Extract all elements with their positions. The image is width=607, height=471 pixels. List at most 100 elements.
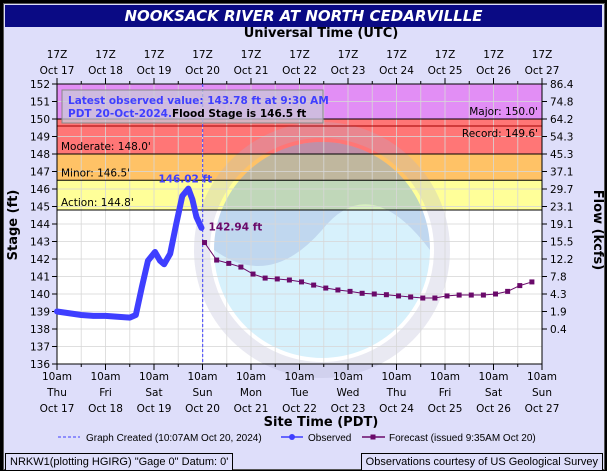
forecast-point <box>505 288 511 294</box>
forecast-point <box>238 264 244 270</box>
y-tick-label: 140 <box>30 289 50 301</box>
x-top-tick-label: Oct 19 <box>137 65 172 77</box>
y-tick-label: 137 <box>30 342 50 354</box>
x-top-tick-label: Oct 25 <box>428 65 463 77</box>
y2-tick-label: 0.4 <box>550 324 567 336</box>
threshold-label-action: Action: 144.8' <box>61 197 134 209</box>
x-tick-label: Oct 17 <box>40 403 75 415</box>
y-tick-label: 139 <box>30 307 50 319</box>
y-axis-title: Stage (ft) <box>6 190 21 261</box>
legend-forecast: Forecast (issued 9:35AM Oct 20) <box>389 433 536 444</box>
forecast-point <box>323 285 329 291</box>
observed-point <box>54 309 60 314</box>
observed-point <box>127 315 133 321</box>
x-top-tick-label: 17Z <box>241 49 262 61</box>
x-tick-label: 10am <box>478 371 508 383</box>
observed-point <box>179 193 185 199</box>
forecast-point <box>396 293 402 299</box>
x-top-tick-label: Oct 18 <box>88 65 123 77</box>
x-tick-label: Sun <box>532 387 552 399</box>
noaa-logo-watermark <box>194 122 450 378</box>
y-tick-label: 142 <box>30 254 50 266</box>
y2-tick-label: 12.2 <box>550 254 573 266</box>
threshold-label-record: Record: 149.6' <box>462 128 538 140</box>
threshold-label-minor: Minor: 146.5' <box>61 167 130 179</box>
y2-tick-label: 29.7 <box>550 184 573 196</box>
chart-title: NOOKSACK RIVER AT NORTH CEDARVILLLE <box>5 5 602 27</box>
forecast-point <box>359 290 365 296</box>
legend-graph-created: Graph Created (10:07AM Oct 20, 2024) <box>86 433 262 444</box>
x-tick-label: Oct 21 <box>234 403 269 415</box>
x-top-tick-label: 17Z <box>95 49 116 61</box>
x-tick-label: 10am <box>42 371 72 383</box>
x-top-tick-label: 17Z <box>532 49 553 61</box>
x-tick-label: 10am <box>236 371 266 383</box>
observed-point <box>193 214 199 220</box>
legend-forecast-marker <box>370 434 376 440</box>
x-tick-label: Oct 27 <box>525 403 560 415</box>
x-tick-label: 10am <box>333 371 363 383</box>
observed-point <box>152 249 158 255</box>
x-tick-label: Sat <box>485 387 502 399</box>
y-tick-label: 151 <box>30 97 50 109</box>
x-tick-label: 10am <box>139 371 169 383</box>
y-tick-label: 150 <box>30 114 50 126</box>
y2-tick-label: 7.8 <box>550 272 567 284</box>
forecast-point <box>517 283 523 289</box>
forecast-point <box>311 282 317 288</box>
y2-tick-label: 37.1 <box>550 167 573 179</box>
x-tick-label: 10am <box>90 371 120 383</box>
y2-tick-label: 45.3 <box>550 149 573 161</box>
forecast-line <box>204 242 533 299</box>
x-tick-label: 10am <box>284 371 314 383</box>
y-tick-label: 141 <box>30 272 50 284</box>
y-tick-label: 145 <box>30 202 50 214</box>
forecast-point <box>226 260 232 266</box>
x-top-tick-label: 17Z <box>289 49 310 61</box>
x-top-tick-label: Oct 23 <box>331 65 366 77</box>
y-tick-label: 149 <box>30 132 50 144</box>
x-tick-label: Sat <box>145 387 162 399</box>
x-top-tick-label: Oct 17 <box>40 65 75 77</box>
x-top-tick-label: Oct 20 <box>185 65 220 77</box>
x-tick-label: Thu <box>386 387 407 399</box>
y-tick-label: 143 <box>30 237 50 249</box>
y2-tick-label: 23.1 <box>550 202 573 214</box>
top-axis-title: Universal Time (UTC) <box>244 26 399 41</box>
observed-point <box>189 197 195 202</box>
forecast-point <box>202 240 208 246</box>
observed-point <box>66 310 72 316</box>
forecast-point <box>468 292 474 298</box>
info-box: Latest observed value: 143.78 ft at 9:30… <box>61 89 329 124</box>
observed-point <box>167 251 173 257</box>
forecast-point <box>529 279 535 285</box>
forecast-point <box>383 292 389 298</box>
x-tick-label: 10am <box>187 371 217 383</box>
forecast-start-label: 142.94 ft <box>209 222 263 234</box>
observed-point <box>185 186 191 192</box>
flood-stage-text: Flood Stage is 146.5 ft <box>172 108 306 120</box>
x-tick-label: Sun <box>193 387 213 399</box>
x-top-tick-label: Oct 21 <box>234 65 269 77</box>
x-tick-label: Oct 22 <box>282 403 317 415</box>
forecast-point <box>262 275 268 281</box>
x-top-tick-label: 17Z <box>386 49 407 61</box>
forecast-point <box>371 291 377 297</box>
y2-tick-label: 74.8 <box>550 97 573 109</box>
observed-point <box>133 312 139 318</box>
threshold-label-moderate: Moderate: 148.0' <box>61 141 151 153</box>
y2-tick-label: 1.9 <box>550 307 567 319</box>
x-tick-label: 10am <box>527 371 557 383</box>
y2-tick-label: 86.4 <box>550 79 574 91</box>
observed-point <box>103 313 108 319</box>
x-tick-label: Oct 26 <box>476 403 511 415</box>
x-tick-label: 10am <box>430 371 460 383</box>
footer-gage-info: NRKW1(plotting HGIRG) "Gage 0" Datum: 0' <box>5 453 234 471</box>
x-top-tick-label: Oct 27 <box>525 65 560 77</box>
observed-point <box>157 258 163 264</box>
forecast-point <box>286 277 292 283</box>
x-top-tick-label: 17Z <box>338 49 359 61</box>
y2-tick-label: 64.2 <box>550 114 573 126</box>
x-top-tick-label: 17Z <box>47 49 68 61</box>
x-top-tick-label: Oct 22 <box>282 65 317 77</box>
